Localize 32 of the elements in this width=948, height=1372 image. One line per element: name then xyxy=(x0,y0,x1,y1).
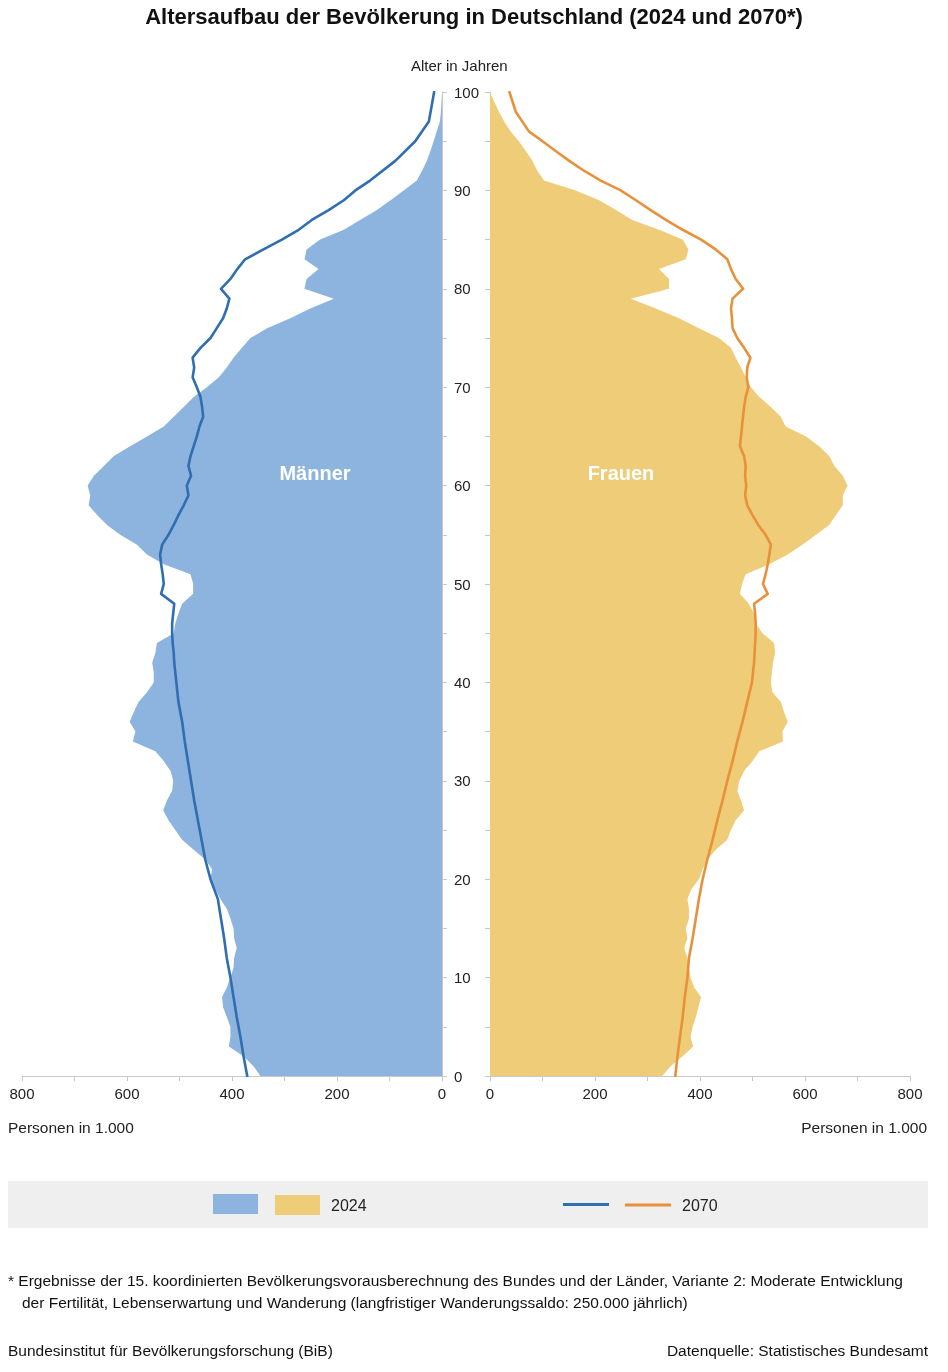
x-tick-label: 200 xyxy=(582,1085,608,1102)
text: Bundesinstitut für Bevölkerungsforschung (BiB) xyxy=(8,1342,333,1360)
y-tick-label: 20 xyxy=(454,870,471,888)
text: Datenquelle: Statistisches Bundesamt xyxy=(666,1342,928,1360)
legend-label: 2070 xyxy=(682,1196,718,1214)
y-tick-label: 10 xyxy=(454,969,471,987)
x-axis-title: Personen in 1.000 xyxy=(8,1118,135,1136)
y-axis-title: Alter in Jahren xyxy=(411,57,508,74)
y-tick-label: 0 xyxy=(454,1067,463,1085)
y-tick-label: 90 xyxy=(454,181,471,199)
x-tick-label: 800 xyxy=(9,1085,35,1102)
x-tick-label: 400 xyxy=(687,1085,713,1102)
annotation: Frauen xyxy=(587,462,655,484)
x-tick-label: 400 xyxy=(219,1085,245,1102)
text: * Ergebnisse der 15. koordinierten Bevölkerungsvorausberechnung des Bundes und der Länder, Variante 2: Moderate Entwicklung der Fertilität, Lebenserwartung und Wanderung (langfristiger Wanderungssaldo: 250.000 jährlich) xyxy=(8,1271,904,1313)
x-tick-label: 600 xyxy=(792,1085,818,1102)
x-axis-title: Personen in 1.000 xyxy=(801,1118,928,1136)
y-tick-label: 80 xyxy=(454,280,471,298)
x-tick-label: 600 xyxy=(114,1085,140,1102)
x-tick-label: 200 xyxy=(324,1085,350,1102)
y-tick-label: 30 xyxy=(454,772,471,790)
y-tick-label: 60 xyxy=(454,477,471,495)
y-tick-label: 100 xyxy=(454,83,480,101)
y-tick-label: 40 xyxy=(454,673,471,691)
x-tick-label: 800 xyxy=(897,1085,923,1102)
annotation: Männer xyxy=(279,462,351,484)
y-tick-label: 70 xyxy=(454,378,471,396)
y-tick-label: 50 xyxy=(454,575,471,593)
chart-title: Altersaufbau der Bevölkerung in Deutschland (2024 und 2070*) xyxy=(144,4,804,30)
legend-label: 2024 xyxy=(331,1196,367,1214)
x-tick-label: 0 xyxy=(485,1085,495,1102)
x-tick-label: 0 xyxy=(437,1085,447,1102)
